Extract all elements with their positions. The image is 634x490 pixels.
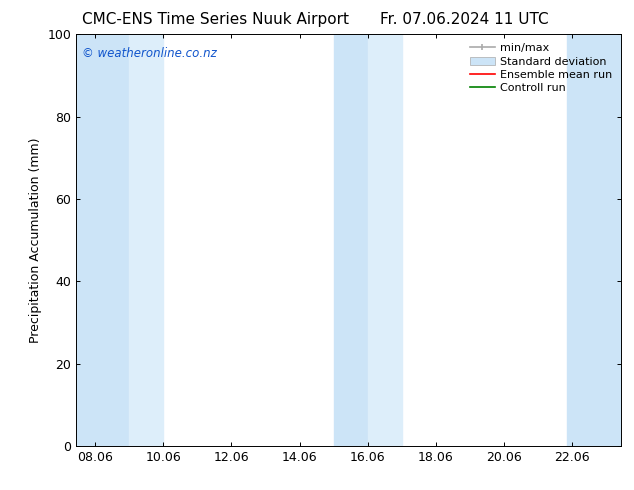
Bar [368, 34, 402, 446]
Bar [567, 34, 621, 446]
Bar [333, 34, 368, 446]
Legend: min/max, Standard deviation, Ensemble mean run, Controll run: min/max, Standard deviation, Ensemble me… [466, 39, 617, 98]
Text: Fr. 07.06.2024 11 UTC: Fr. 07.06.2024 11 UTC [380, 12, 549, 27]
Bar [76, 34, 129, 446]
Text: © weatheronline.co.nz: © weatheronline.co.nz [82, 47, 216, 60]
Text: CMC-ENS Time Series Nuuk Airport: CMC-ENS Time Series Nuuk Airport [82, 12, 349, 27]
Y-axis label: Precipitation Accumulation (mm): Precipitation Accumulation (mm) [29, 137, 42, 343]
Bar [129, 34, 164, 446]
